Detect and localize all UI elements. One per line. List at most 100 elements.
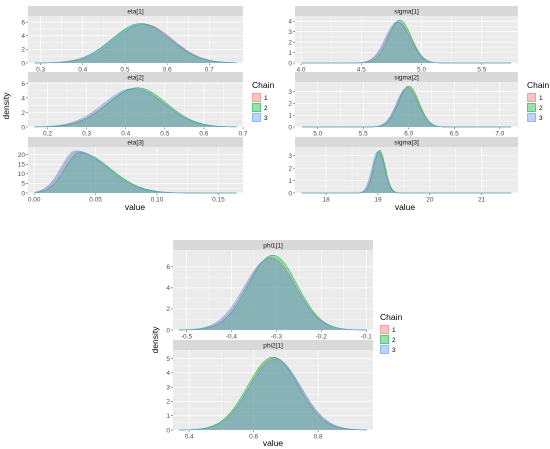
y-tick-label: 1 xyxy=(288,112,292,119)
x-tick-label: -0.3 xyxy=(271,334,283,341)
x-tick-label: 0.6 xyxy=(163,67,172,74)
y-tick-label: 10 xyxy=(18,171,26,178)
x-tick-label: 4.5 xyxy=(357,67,366,74)
x-tick-label: 5.5 xyxy=(477,67,486,74)
legend-key-chain-3 xyxy=(527,113,536,122)
density-area-chain-1 xyxy=(34,88,237,127)
panel-background xyxy=(295,82,518,127)
legend-label-chain-1: 1 xyxy=(539,95,543,102)
density-area-chain-3 xyxy=(34,88,237,127)
x-tick-label: 0.5 xyxy=(160,131,169,138)
y-tick-label: 3 xyxy=(288,89,292,96)
y-tick-label: 0 xyxy=(166,327,170,334)
density-line-chain-3 xyxy=(34,88,237,128)
legend-key-chain-1 xyxy=(252,93,261,102)
y-tick-label: 4 xyxy=(288,19,292,26)
legend-key-chain-3 xyxy=(380,345,389,354)
x-tick-label: -0.1 xyxy=(361,334,373,341)
legend-key-background xyxy=(527,103,536,112)
y-tick-label: 1 xyxy=(288,50,292,57)
facet-eta[2]: eta[2] 0.2 0.3 0.4 0.5 0.6 0.7 0 2 4 6 xyxy=(21,72,248,138)
legend-key-background xyxy=(380,325,389,334)
y-tick-label: 15 xyxy=(18,162,26,169)
legend-title: Chain xyxy=(252,80,274,90)
facet-sigma[3]: sigma[3] 18 19 20 21 0 1 2 3 xyxy=(288,137,518,204)
y-tick-label: 2 xyxy=(288,39,292,46)
y-tick-label: 2 xyxy=(21,47,25,54)
legend-label-chain-1: 1 xyxy=(264,95,268,102)
y-tick-label: 4 xyxy=(166,285,170,292)
legend: Chain 1 2 3 xyxy=(252,80,274,122)
legend-key-chain-2 xyxy=(527,103,536,112)
y-tick-label: 2 xyxy=(166,399,170,406)
panel-background xyxy=(173,250,373,330)
legend-key-background xyxy=(527,93,536,102)
facet-strip-label: sigma[2] xyxy=(394,74,419,81)
x-tick-label: 7.0 xyxy=(495,131,504,138)
density-area-chain-2 xyxy=(34,23,237,63)
x-axis-title: value xyxy=(125,202,146,212)
y-tick-label: 0 xyxy=(166,427,170,434)
facet-strip xyxy=(295,72,518,82)
legend-key-chain-2 xyxy=(380,335,389,344)
density-area-chain-1 xyxy=(34,24,237,63)
x-tick-label: 21 xyxy=(478,197,486,204)
density-area-chain-3 xyxy=(179,359,367,430)
x-tick-label: 0.10 xyxy=(151,197,164,204)
x-tick-label: 0.3 xyxy=(82,131,91,138)
y-tick-label: 0 xyxy=(288,60,292,67)
density-area-chain-1 xyxy=(301,87,512,127)
legend: Chain 1 2 3 xyxy=(527,80,549,122)
density-line-chain-3 xyxy=(34,150,237,194)
density-area-chain-2 xyxy=(34,87,237,127)
density-area-chain-1 xyxy=(179,257,367,330)
density-area-chain-3 xyxy=(179,258,367,330)
x-tick-label: 5.0 xyxy=(417,67,426,74)
y-tick-label: 3 xyxy=(288,29,292,36)
density-area-chain-3 xyxy=(301,21,512,63)
x-axis-title: value xyxy=(395,202,416,212)
density-line-chain-3 xyxy=(301,21,512,64)
facet-strip-label: sigma[3] xyxy=(394,139,419,146)
y-tick-label: 3 xyxy=(166,384,170,391)
y-axis-title: density xyxy=(1,92,11,120)
density-line-chain-3 xyxy=(178,258,368,331)
y-tick-label: 3 xyxy=(288,153,292,160)
density-area-chain-3 xyxy=(301,87,512,127)
y-tick-label: 0 xyxy=(21,124,25,131)
y-tick-label: 0 xyxy=(21,60,25,67)
facet-strip xyxy=(173,340,373,350)
density-area-chain-1 xyxy=(179,357,367,430)
facet-strip xyxy=(28,72,243,82)
density-area-chain-2 xyxy=(179,357,367,430)
density-line-chain-3 xyxy=(301,151,512,194)
legend-label-chain-1: 1 xyxy=(392,327,396,334)
density-area-chain-2 xyxy=(179,255,367,330)
legend-label-chain-3: 3 xyxy=(539,115,543,122)
panel-background xyxy=(28,16,243,63)
legend-key-chain-1 xyxy=(527,93,536,102)
legend-key-chain-3 xyxy=(252,113,261,122)
y-tick-label: 1 xyxy=(166,413,170,420)
x-tick-label: 0.05 xyxy=(89,197,102,204)
x-tick-label: 5.5 xyxy=(359,131,368,138)
legend-key-background xyxy=(252,93,261,102)
facet-strip xyxy=(28,137,243,147)
density-area-chain-2 xyxy=(301,86,512,127)
facet-phi1[1]: phi1[1] -0.5 -0.4 -0.3 -0.2 -0.1 0 2 4 6 xyxy=(166,240,373,341)
x-tick-label: 19 xyxy=(374,197,382,204)
y-tick-label: 2 xyxy=(288,165,292,172)
density-line-chain-2 xyxy=(178,356,368,431)
legend-label-chain-2: 2 xyxy=(539,105,543,112)
facet-eta[3]: eta[3] 0.00 0.05 0.10 0.15 0 5 10 15 20 xyxy=(18,137,243,204)
x-tick-label: 0.8 xyxy=(314,434,323,441)
facet-strip-label: eta[1] xyxy=(127,8,143,15)
x-tick-label: 0.4 xyxy=(121,131,130,138)
density-area-chain-2 xyxy=(34,152,237,193)
legend-key-background xyxy=(252,103,261,112)
x-tick-label: 0.15 xyxy=(212,197,225,204)
facet-sigma[1]: sigma[1] 4.0 4.5 5.0 5.5 0 1 2 3 4 xyxy=(288,6,518,74)
x-tick-label: 0.4 xyxy=(78,67,87,74)
x-tick-label: 0.7 xyxy=(205,67,214,74)
